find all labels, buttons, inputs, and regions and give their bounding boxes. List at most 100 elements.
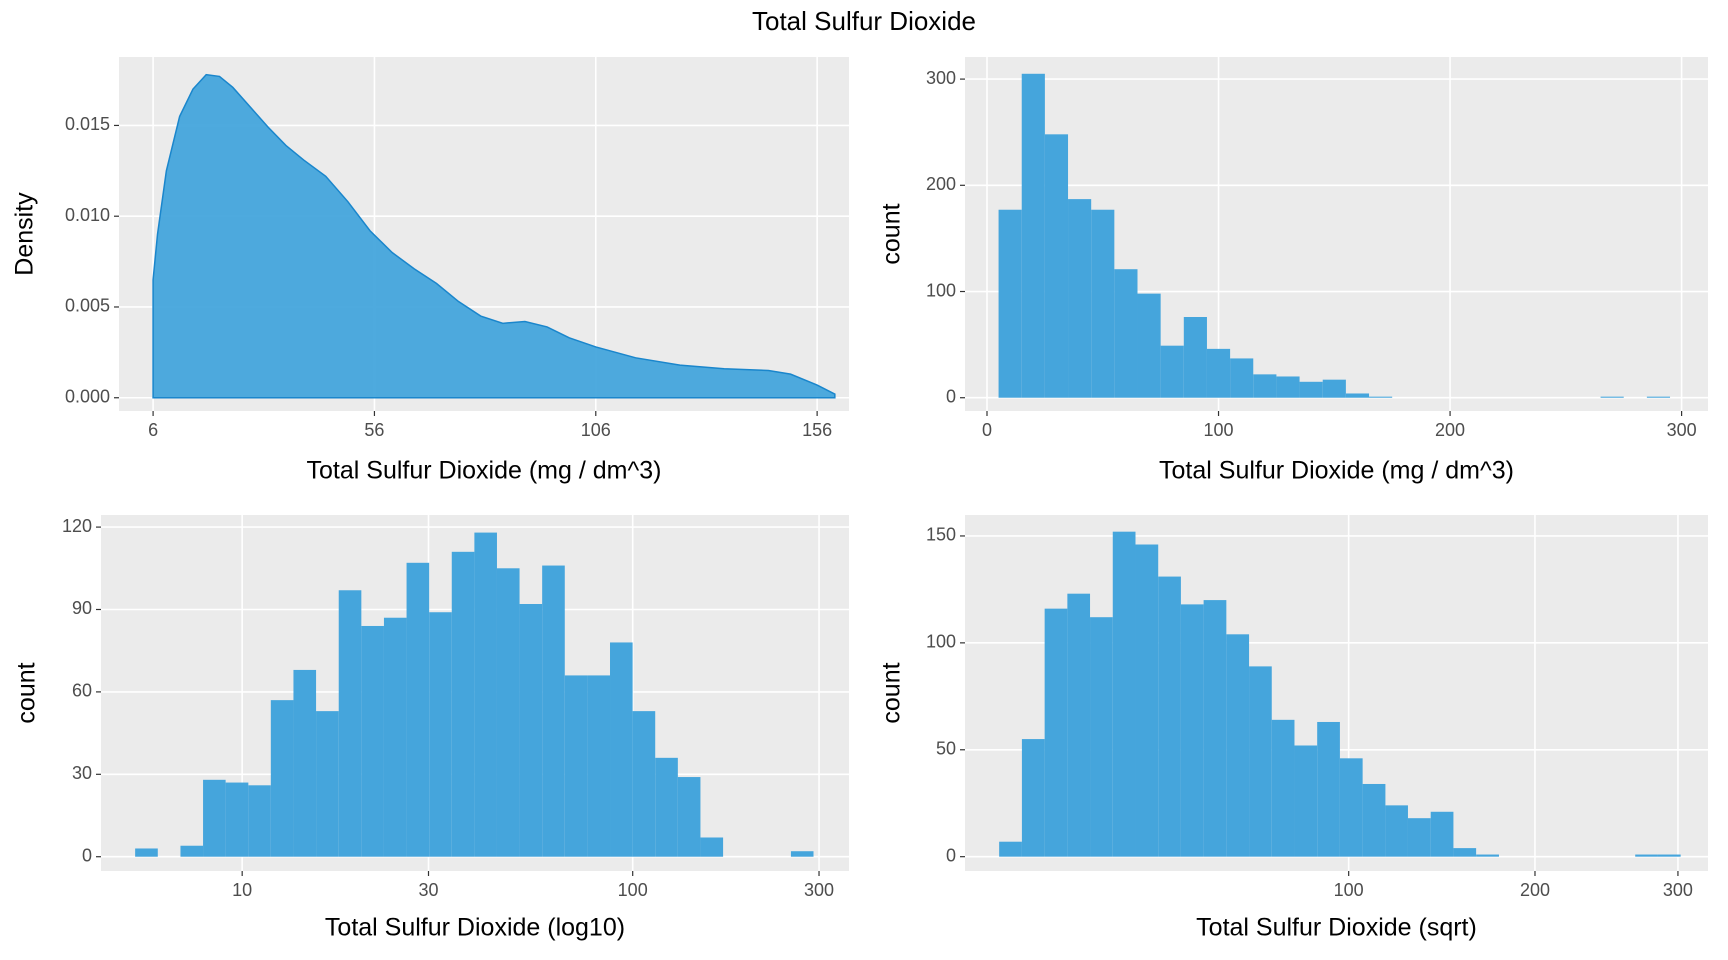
x-tick-label: 6 bbox=[148, 420, 158, 440]
y-tick-label: 0.010 bbox=[65, 205, 110, 225]
histogram-bar bbox=[1206, 348, 1231, 398]
histogram-bar bbox=[1635, 854, 1658, 857]
histogram-bar bbox=[1158, 576, 1181, 857]
histogram-bar bbox=[999, 841, 1022, 857]
histogram-bar bbox=[1114, 269, 1138, 398]
histogram-bar bbox=[248, 785, 271, 857]
histogram-bar bbox=[1135, 544, 1159, 857]
histogram-bar bbox=[587, 675, 611, 857]
histogram-bar bbox=[1362, 783, 1386, 857]
y-tick-label: 90 bbox=[72, 598, 92, 618]
x-axis-title: Total Sulfur Dioxide (log10) bbox=[325, 914, 625, 942]
histogram-bar bbox=[1021, 739, 1045, 857]
histogram-bar bbox=[1226, 634, 1250, 857]
histogram-bar bbox=[655, 757, 678, 857]
histogram-bar bbox=[519, 604, 543, 857]
x-tick-label: 100 bbox=[618, 880, 648, 900]
histogram-bar bbox=[203, 779, 226, 857]
histogram-bar bbox=[1137, 293, 1161, 398]
histogram-bar bbox=[1068, 199, 1092, 398]
histogram-bar bbox=[700, 837, 724, 857]
panel: 0 50 100 150 100 200 300 Total Sulfur Dioxide (… bbox=[878, 515, 1708, 942]
histogram-bar bbox=[1249, 666, 1272, 857]
histogram-bar bbox=[316, 711, 339, 857]
x-tick-label: 200 bbox=[1520, 880, 1550, 900]
histogram-bar bbox=[1385, 805, 1408, 857]
y-axis-title: count bbox=[13, 662, 41, 723]
histogram-bar bbox=[1091, 209, 1115, 398]
density-area bbox=[152, 73, 836, 399]
histogram-bar bbox=[1453, 848, 1477, 857]
histogram-bar bbox=[542, 565, 565, 857]
histogram-bar bbox=[1322, 379, 1346, 398]
histogram-bar bbox=[135, 848, 158, 857]
y-tick-label: 100 bbox=[926, 632, 956, 652]
histogram-bar bbox=[1271, 719, 1295, 857]
histogram-bar bbox=[1067, 593, 1091, 857]
histogram-bar bbox=[1230, 358, 1254, 398]
y-tick-label: 120 bbox=[62, 516, 92, 536]
y-tick-label: 300 bbox=[926, 68, 956, 88]
histogram-bar bbox=[632, 711, 656, 857]
histogram-bar bbox=[1112, 531, 1136, 857]
x-tick-label: 200 bbox=[1435, 420, 1465, 440]
histogram-bar bbox=[451, 551, 475, 857]
panel: 0 100 200 300 0 100 200 300 Total Sulfur Dioxide… bbox=[878, 57, 1708, 485]
histogram-bar bbox=[1476, 854, 1499, 857]
y-tick-label: 0 bbox=[946, 386, 956, 406]
histogram-bar bbox=[1294, 745, 1318, 857]
y-axis-title: Density bbox=[11, 192, 39, 276]
x-tick-label: 300 bbox=[804, 880, 834, 900]
histogram-bar bbox=[1160, 345, 1184, 398]
y-tick-label: 0.005 bbox=[65, 296, 110, 316]
y-tick-label: 0.015 bbox=[65, 114, 110, 134]
histogram-bar bbox=[406, 562, 430, 857]
histogram-bar bbox=[338, 590, 362, 857]
histogram-bar bbox=[1180, 604, 1204, 857]
x-tick-label: 106 bbox=[581, 420, 611, 440]
y-tick-label: 200 bbox=[926, 174, 956, 194]
histogram-bar bbox=[1090, 617, 1113, 857]
histogram-bar bbox=[677, 777, 701, 857]
histogram-bar bbox=[293, 669, 317, 857]
x-axis-title: Total Sulfur Dioxide (mg / dm^3) bbox=[1159, 457, 1514, 485]
y-axis-title: count bbox=[878, 203, 906, 264]
histogram-bar bbox=[1276, 376, 1300, 398]
histogram-bar bbox=[1183, 317, 1207, 398]
histogram-bar bbox=[1203, 600, 1227, 857]
histogram-bar bbox=[383, 617, 407, 857]
histogram-bar bbox=[1253, 374, 1277, 398]
y-tick-label: 60 bbox=[72, 681, 92, 701]
x-tick-label: 300 bbox=[1663, 880, 1693, 900]
x-tick-label: 156 bbox=[802, 420, 832, 440]
histogram-bar bbox=[564, 675, 588, 857]
histogram-bar bbox=[429, 612, 452, 857]
y-tick-label: 100 bbox=[926, 280, 956, 300]
histogram-bar bbox=[1339, 758, 1363, 857]
y-tick-label: 50 bbox=[936, 739, 956, 759]
x-tick-label: 56 bbox=[364, 420, 384, 440]
histogram-bar bbox=[474, 532, 497, 857]
histogram-bar bbox=[1407, 818, 1431, 857]
histogram-bar bbox=[1600, 396, 1624, 398]
x-tick-label: 100 bbox=[1204, 420, 1234, 440]
x-axis-title: Total Sulfur Dioxide (sqrt) bbox=[1196, 914, 1477, 942]
histogram-bar bbox=[225, 782, 249, 857]
histogram-bar bbox=[1345, 393, 1370, 398]
y-tick-label: 150 bbox=[926, 525, 956, 545]
histogram-bar bbox=[1044, 608, 1068, 857]
x-tick-label: 100 bbox=[1334, 880, 1364, 900]
histogram-bar bbox=[1646, 396, 1671, 398]
histogram-bar bbox=[270, 700, 294, 857]
histogram-bar bbox=[1657, 854, 1681, 857]
panel: 0 30 60 90 120 10 30 100 300 Total Sulfur Dioxide… bbox=[13, 515, 849, 942]
histogram-bar bbox=[1299, 381, 1323, 398]
histogram-bar bbox=[1317, 721, 1340, 857]
histogram-bar bbox=[1369, 396, 1393, 398]
panel: 0.000 0.005 0.010 0.015 6 56 106 156 Total Sulfu… bbox=[11, 57, 849, 485]
y-axis-title: count bbox=[878, 662, 906, 723]
histogram-bar bbox=[496, 568, 520, 857]
y-tick-label: 0.000 bbox=[65, 386, 110, 406]
y-tick-label: 30 bbox=[72, 763, 92, 783]
